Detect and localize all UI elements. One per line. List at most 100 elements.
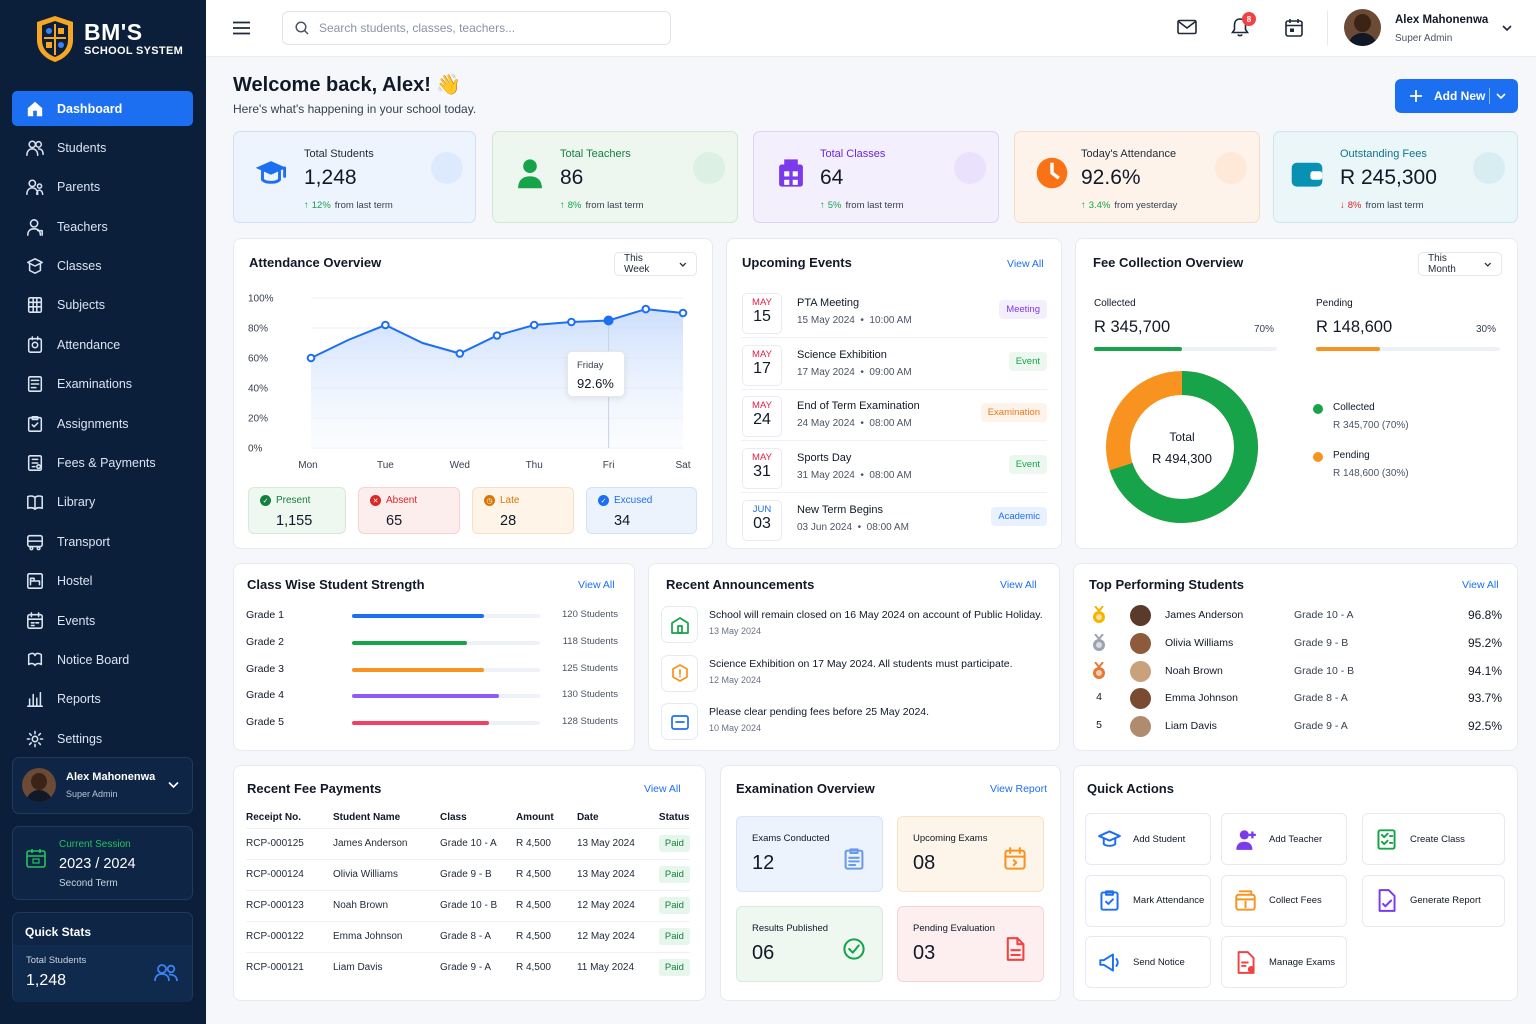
event-item[interactable]: MAY 31 Sports Day 31 May 2024 • 08:00 AM Eve… (741, 442, 1047, 494)
sidebar-item-events[interactable]: Events (12, 603, 193, 638)
sidebar-item-dashboard[interactable]: Dashboard (12, 91, 193, 126)
announcements-view-all-link[interactable]: View All (1000, 579, 1037, 591)
manage-exams-button[interactable]: Manage Exams (1221, 936, 1347, 988)
quick-action-label: Add Teacher (1269, 833, 1323, 845)
brand-logo[interactable]: BM'S SCHOOL SYSTEM (34, 14, 183, 64)
sidebar-item-parents[interactable]: Parents (12, 170, 193, 205)
top-student-row[interactable]: Olivia Williams Grade 9 - B 95.2% (1090, 631, 1502, 658)
mark-attendance-button[interactable]: Mark Attendance (1085, 874, 1211, 927)
sidebar-user-name: Alex Mahonenwa (66, 771, 156, 783)
top-student-row[interactable]: Noah Brown Grade 10 - B 94.1% (1090, 659, 1502, 686)
sidebar-item-attendance[interactable]: Attendance (12, 327, 193, 362)
sidebar-item-notice-board[interactable]: Notice Board (12, 642, 193, 677)
sidebar-item-label: Assignments (57, 416, 129, 431)
summary-label: Present (276, 495, 311, 506)
fees-icon (26, 454, 44, 472)
stat-card-total-students[interactable]: Total Students 1,248 ↑ 12% from last term (233, 131, 476, 223)
attendance-period-select[interactable]: This Week (614, 252, 697, 276)
add-student-icon (1098, 828, 1121, 851)
generate-report-button[interactable]: Generate Report (1362, 874, 1505, 927)
stat-card-total-teachers[interactable]: Total Teachers 86 ↑ 8% from last term (492, 131, 738, 223)
user-menu[interactable]: Alex Mahonenwa Super Admin (1344, 9, 1516, 49)
top-student-row[interactable]: 4 Emma Johnson Grade 8 - A 93.7% (1090, 686, 1502, 713)
sidebar-item-library[interactable]: Library (12, 485, 193, 520)
notifications-button[interactable]: 8 (1231, 12, 1256, 37)
announcement-item[interactable]: Please clear pending fees before 25 May … (661, 703, 1046, 749)
check-circle-icon (842, 937, 866, 961)
add-student-button[interactable]: Add Student (1085, 813, 1211, 865)
payments-view-all-link[interactable]: View All (644, 783, 681, 795)
megaphone-icon (1098, 951, 1121, 974)
grade-label: Grade 4 (246, 689, 284, 702)
mail-icon[interactable] (1177, 19, 1197, 35)
sidebar-item-assignments[interactable]: Assignments (12, 406, 193, 441)
search-input[interactable] (319, 21, 649, 35)
hamburger-menu-icon[interactable] (233, 21, 250, 35)
sidebar-item-examinations[interactable]: Examinations (12, 367, 193, 402)
send-notice-button[interactable]: Send Notice (1085, 936, 1211, 988)
grade-label: Grade 5 (246, 716, 284, 729)
create-class-button[interactable]: Create Class (1362, 813, 1505, 865)
sidebar-item-classes[interactable]: Classes (12, 249, 193, 284)
event-item[interactable]: MAY 17 Science Exhibition 17 May 2024 • 09:… (741, 339, 1047, 390)
exam-stat-label: Pending Evaluation (913, 923, 995, 934)
quick-action-label: Send Notice (1133, 956, 1185, 968)
stat-card-outstanding-fees[interactable]: Outstanding Fees R 245,300 ↓ 8% from last te… (1273, 131, 1518, 223)
event-item[interactable]: MAY 15 PTA Meeting 15 May 2024 • 10:00 AM Me… (741, 287, 1047, 338)
add-new-button[interactable]: Add New (1395, 79, 1518, 113)
events-view-all-link[interactable]: View All (1007, 258, 1044, 270)
sidebar-item-settings[interactable]: Settings (12, 721, 193, 756)
stat-card-total-classes[interactable]: Total Classes 64 ↑ 5% from last term (753, 131, 999, 223)
exam-stat-pending-evaluation[interactable]: Pending Evaluation 03 (897, 906, 1044, 982)
sidebar-item-hostel[interactable]: Hostel (12, 564, 193, 599)
exam-stat-results-published[interactable]: Results Published 06 (736, 906, 883, 982)
sidebar-user-card[interactable]: Alex Mahonenwa Super Admin (12, 757, 193, 814)
event-item[interactable]: MAY 24 End of Term Examination 24 May 2024 … (741, 390, 1047, 442)
event-item[interactable]: JUN 03 New Term Begins 03 Jun 2024 • 08:00 … (741, 494, 1047, 545)
exam-stat-upcoming-exams[interactable]: Upcoming Exams 08 (897, 816, 1044, 892)
top-student-row[interactable]: James Anderson Grade 10 - A 96.8% (1090, 603, 1502, 630)
quick-action-label: Manage Exams (1269, 956, 1336, 968)
session-year: 2023 / 2024 (59, 856, 136, 872)
class-strength-view-all-link[interactable]: View All (578, 579, 615, 591)
sidebar-item-fees-payments[interactable]: Fees & Payments (12, 446, 193, 481)
table-row[interactable]: RCP-000121 Liam Davis Grade 9 - A R 4,500 11… (246, 952, 690, 983)
stat-change: ↑ 5% from last term (820, 200, 904, 211)
chevron-down-icon[interactable] (168, 781, 179, 789)
sidebar-item-teachers[interactable]: Teachers (12, 209, 193, 244)
sidebar-item-subjects[interactable]: Subjects (12, 288, 193, 323)
table-header-row: Receipt No. Student Name Class Amount Date St… (246, 808, 690, 829)
sidebar-item-reports[interactable]: Reports (12, 682, 193, 717)
sidebar-item-transport[interactable]: Transport (12, 524, 193, 559)
exam-stat-exams-conducted[interactable]: Exams Conducted 12 (736, 816, 883, 892)
transport-icon (26, 533, 44, 551)
announcement-item[interactable]: Science Exhibition on 17 May 2024. All s… (661, 654, 1046, 701)
add-teacher-button[interactable]: Add Teacher (1221, 813, 1347, 865)
collect-fees-button[interactable]: Collect Fees (1221, 874, 1347, 927)
search-box[interactable] (282, 11, 671, 45)
chevron-down-icon (1502, 25, 1512, 32)
x-tick-label: Sat (675, 460, 690, 471)
payments-table: Receipt No. Student Name Class Amount Date St… (246, 808, 690, 983)
top-student-row[interactable]: 5 Liam Davis Grade 9 - A 92.5% (1090, 714, 1502, 741)
x-tick-label: Fri (603, 460, 615, 471)
announcement-item[interactable]: School will remain closed on 16 May 2024… (661, 606, 1046, 652)
top-students-view-all-link[interactable]: View All (1462, 579, 1499, 591)
page-title: Welcome back, Alex! 👋 (233, 74, 462, 96)
sidebar-item-students[interactable]: Students (12, 130, 193, 165)
event-datetime: 17 May 2024 • 09:00 AM (797, 366, 912, 378)
sidebar-user-role: Super Admin (66, 789, 118, 799)
avatar (1130, 688, 1151, 710)
class-strength-row: Grade 4 130 Students (246, 686, 618, 706)
table-cell: Grade 10 - B (439, 890, 516, 922)
calendar-icon[interactable] (1285, 18, 1303, 37)
stat-card-today-s-attendance[interactable]: Today's Attendance 92.6% ↑ 3.4% from yesterd… (1014, 131, 1260, 223)
student-count: 120 Students (562, 609, 618, 620)
fees-period-select[interactable]: This Month (1418, 252, 1502, 276)
home-icon (26, 100, 44, 118)
exams-view-report-link[interactable]: View Report (990, 783, 1048, 795)
